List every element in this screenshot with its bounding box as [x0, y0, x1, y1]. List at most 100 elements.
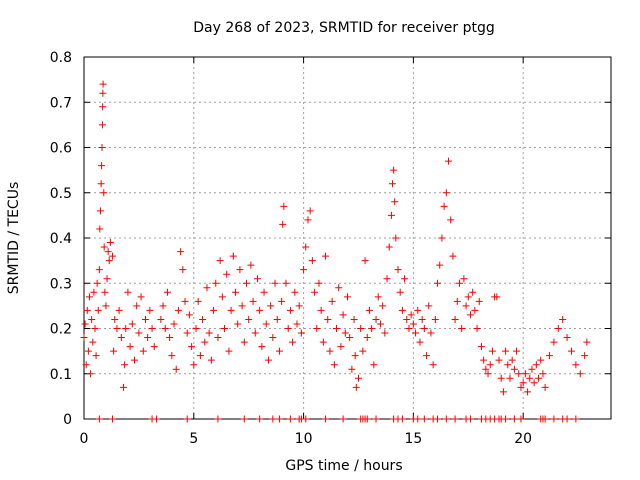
data-point — [361, 257, 369, 265]
data-point — [442, 415, 450, 423]
data-point — [372, 415, 380, 423]
data-point — [221, 325, 229, 332]
data-point — [374, 293, 382, 301]
data-point — [541, 415, 549, 423]
data-point — [477, 343, 485, 351]
data-point — [311, 288, 319, 296]
data-point — [100, 189, 108, 197]
data-point — [185, 311, 193, 319]
data-point — [429, 361, 437, 369]
data-point — [190, 361, 198, 369]
data-point — [183, 415, 191, 423]
data-point — [563, 334, 571, 342]
data-point — [425, 302, 433, 310]
data-point — [139, 347, 147, 355]
data-point — [238, 302, 246, 310]
data-point — [227, 306, 235, 314]
x-tick-label: 10 — [295, 431, 313, 447]
data-point — [113, 325, 121, 332]
data-point — [247, 261, 255, 269]
data-point — [225, 347, 233, 355]
data-point — [95, 415, 103, 423]
data-point — [508, 356, 516, 364]
data-point — [172, 365, 180, 373]
axis-ticks: 0 0.1 0.2 0.3 0.4 0.5 0.6 0.7 0.8 0 5 10 15 20 — [50, 50, 611, 447]
data-point — [159, 302, 167, 310]
data-point — [341, 329, 349, 337]
data-point — [229, 252, 237, 260]
data-point — [339, 311, 347, 319]
data-point — [357, 325, 365, 332]
data-point — [407, 311, 415, 319]
data-point — [385, 243, 393, 251]
data-points — [80, 80, 591, 423]
data-point — [148, 325, 156, 332]
data-point — [271, 279, 279, 287]
data-point — [460, 275, 468, 283]
data-point — [279, 220, 287, 228]
data-point — [576, 370, 584, 378]
data-point — [392, 234, 400, 242]
data-point — [488, 347, 496, 355]
data-point — [351, 352, 359, 360]
data-point — [431, 315, 439, 323]
x-tick-label: 20 — [514, 431, 532, 447]
data-point — [300, 266, 308, 274]
data-point — [223, 270, 231, 278]
data-point — [370, 361, 378, 369]
plot-frame — [83, 56, 612, 420]
data-point — [333, 325, 341, 332]
data-point — [414, 415, 422, 423]
data-point — [291, 288, 299, 296]
data-point — [122, 325, 130, 332]
data-point — [214, 334, 222, 342]
data-point — [207, 356, 215, 364]
data-point — [188, 343, 196, 351]
data-point — [99, 103, 107, 111]
y-tick-label: 0.5 — [50, 186, 72, 202]
data-point — [275, 415, 283, 423]
data-point — [581, 352, 589, 360]
data-point — [275, 347, 283, 355]
data-point — [420, 325, 428, 332]
y-tick-label: 0.3 — [50, 276, 72, 292]
data-point — [120, 383, 128, 391]
data-point — [135, 329, 143, 337]
data-point — [93, 279, 101, 287]
data-point — [92, 352, 100, 360]
data-point — [269, 415, 277, 423]
data-point — [445, 157, 453, 165]
data-point — [427, 329, 435, 337]
data-point — [280, 202, 288, 210]
data-point — [306, 207, 314, 215]
data-point — [199, 315, 207, 323]
data-point — [179, 266, 187, 274]
data-point — [98, 162, 106, 170]
data-point — [550, 415, 558, 423]
data-point — [434, 415, 442, 423]
data-point — [502, 415, 510, 423]
data-point — [96, 225, 104, 233]
data-point — [253, 275, 261, 283]
data-point — [363, 334, 371, 342]
data-point — [256, 415, 264, 423]
data-point — [403, 315, 411, 323]
data-point — [90, 288, 98, 296]
x-tick-label: 0 — [80, 431, 89, 447]
data-point — [449, 252, 457, 260]
data-point — [319, 338, 327, 346]
data-point — [245, 315, 253, 323]
data-point — [183, 329, 191, 337]
data-point — [455, 279, 463, 287]
data-point — [121, 361, 129, 369]
data-point — [166, 334, 174, 342]
data-point — [240, 415, 248, 423]
data-point — [218, 293, 226, 301]
data-point — [98, 121, 106, 129]
data-point — [264, 356, 272, 364]
data-point — [80, 334, 88, 342]
y-tick-label: 0.1 — [50, 367, 72, 383]
data-point — [409, 320, 417, 328]
data-point — [495, 356, 503, 364]
